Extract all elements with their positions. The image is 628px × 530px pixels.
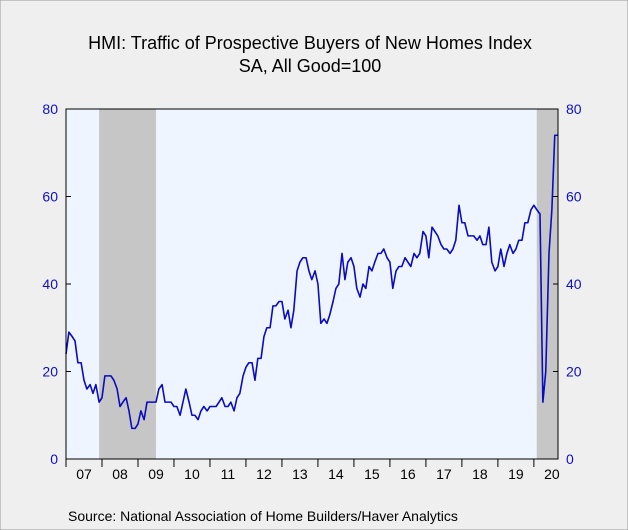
chart-title: HMI: Traffic of Prospective Buyers of Ne…: [88, 33, 532, 53]
x-tick-label-17: 17: [436, 466, 452, 482]
x-tick-label-07: 07: [76, 466, 92, 482]
x-tick-label-18: 18: [472, 466, 488, 482]
y-tick-label-right-0: 0: [566, 451, 574, 467]
x-tick-label-19: 19: [508, 466, 524, 482]
y-tick-label-left-20: 20: [42, 364, 58, 380]
y-tick-label-left-0: 0: [50, 451, 58, 467]
x-tick-label-08: 08: [112, 466, 128, 482]
x-tick-label-11: 11: [221, 466, 236, 482]
y-tick-label-left-60: 60: [42, 189, 58, 205]
plot-area: 0 0 20 20 40 40 60 60 80 80 07 08 09 10 11 12 13 14 15 16 17…: [42, 101, 581, 482]
x-tick-label-15: 15: [364, 466, 380, 482]
y-tick-label-left-80: 80: [42, 101, 58, 117]
x-tick-label-10: 10: [184, 466, 200, 482]
x-tick-label-14: 14: [328, 466, 344, 482]
x-tick-label-16: 16: [400, 466, 416, 482]
chart-subtitle: SA, All Good=100: [239, 56, 382, 76]
y-tick-label-right-40: 40: [566, 276, 582, 292]
series-line: [65, 134, 558, 430]
x-tick-label-13: 13: [292, 466, 308, 482]
y-tick-label-right-80: 80: [566, 101, 582, 117]
y-tick-label-right-20: 20: [566, 364, 582, 380]
source-note: Source: National Association of Home Bui…: [68, 508, 458, 524]
y-tick-label-right-60: 60: [566, 189, 582, 205]
x-tick-label-20: 20: [544, 466, 560, 482]
x-tick-label-12: 12: [256, 466, 272, 482]
y-tick-label-left-40: 40: [42, 276, 58, 292]
x-tick-label-09: 09: [148, 466, 164, 482]
